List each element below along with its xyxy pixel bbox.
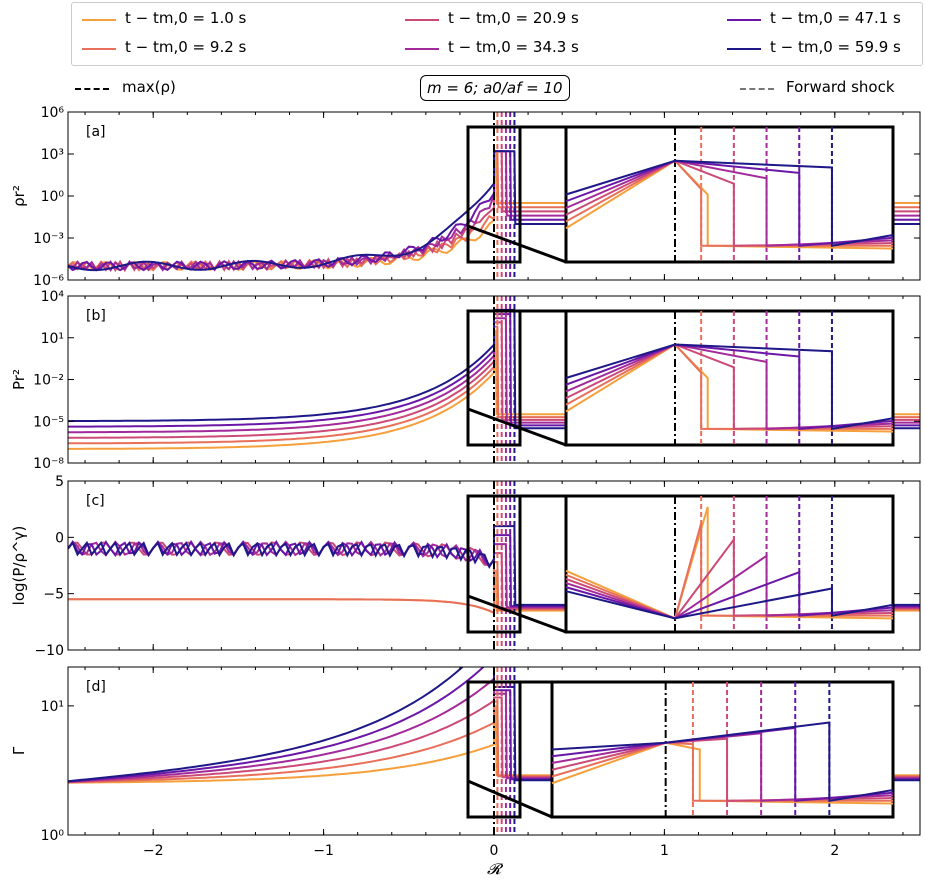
y-tick-label: 10⁶	[41, 105, 65, 121]
series-line-4	[68, 313, 920, 428]
y-axis-label: Γ	[10, 746, 28, 755]
y-tick-label: 10⁻⁶	[33, 273, 64, 289]
legend-line-s5	[727, 48, 761, 50]
parameter-box: m = 6; a0/af = 10	[420, 75, 570, 101]
series-line-4	[68, 667, 920, 783]
y-axis-label: ρr²	[10, 185, 28, 207]
y-tick-label: 10⁻⁵	[33, 414, 64, 430]
series-line-3	[68, 540, 920, 609]
y-tick-label: 10⁻²	[33, 373, 64, 389]
y-tick-label: 10³	[41, 147, 64, 163]
series-line-3	[68, 676, 920, 783]
inset-axes	[564, 494, 895, 634]
y-tick-label: 5	[55, 474, 64, 490]
series-line-1	[68, 700, 920, 784]
x-tick-label: 0	[490, 843, 499, 859]
series-line-1	[68, 561, 920, 615]
zoom-connector	[467, 779, 553, 819]
legend-line-s0	[82, 19, 116, 21]
series-line-5	[68, 525, 920, 606]
inset-series-line-5	[551, 721, 894, 802]
y-tick-label: 10⁴	[41, 289, 65, 305]
x-tick-label: 2	[830, 843, 839, 859]
y-tick-label: −5	[43, 587, 64, 603]
series-line-5	[68, 308, 920, 430]
panel-2: 5 0 −5 −10 [c] log(P/ρ^γ)	[10, 474, 921, 659]
series-line-4	[68, 150, 920, 272]
y-axis-label: log(P/ρ^γ)	[10, 526, 28, 606]
panel-tag: [c]	[86, 493, 105, 509]
y-tick-label: 10⁻³	[33, 231, 64, 247]
y-tick-label: −10	[34, 643, 64, 659]
legend-line-s2	[405, 19, 439, 21]
panel-lines-0	[68, 112, 920, 280]
panel-lines-1	[68, 296, 920, 463]
legend-label-s2: t − tm,0 = 20.9 s	[448, 9, 579, 27]
panel-0: 10⁶ 10³ 10⁰ 10⁻³ 10⁻⁶ [a] ρr²	[10, 105, 921, 289]
y-tick-label: 0	[55, 530, 64, 546]
series-line-3	[68, 317, 920, 434]
zoom-region-box	[466, 494, 522, 634]
series-line-0	[68, 329, 920, 450]
panel-lines-2	[68, 481, 920, 650]
panel-tag: [a]	[86, 124, 106, 140]
panel-tag: [d]	[86, 679, 106, 695]
panel-1: 10⁴ 10¹ 10⁻² 10⁻⁵ 10⁻⁸ [b] Pr²	[10, 289, 921, 472]
legend-label-s5: t − tm,0 = 59.9 s	[770, 38, 901, 56]
legend-line-s3	[405, 48, 439, 50]
zoom-region-box	[466, 125, 522, 264]
legend-label-s0: t − tm,0 = 1.0 s	[125, 9, 247, 27]
inset-series-line-4	[551, 726, 894, 802]
y-tick-label: 10¹	[41, 331, 64, 347]
max-rho-legend-line	[75, 88, 109, 90]
forward-shock-label: Forward shock	[786, 78, 895, 96]
zoom-region-box	[466, 680, 522, 819]
y-tick-label: 10⁰	[41, 189, 65, 205]
panel-3: 10¹ 10⁰ −2 −1 0 1 2 [d] Γ	[10, 666, 921, 859]
x-axis-label: 𝓡	[487, 860, 504, 878]
legend-line-s4	[727, 19, 761, 21]
y-tick-label: 10¹	[41, 699, 64, 715]
panel-lines-3	[68, 667, 920, 835]
max-rho-label: max(ρ)	[122, 78, 176, 96]
legend-label-s4: t − tm,0 = 47.1 s	[770, 9, 901, 27]
inset-series-line-4	[565, 343, 894, 431]
zoom-connector	[467, 594, 567, 634]
inset-series-line-5	[565, 343, 894, 431]
zoom-connector	[467, 224, 567, 264]
legend: t − tm,0 = 1.0 s t − tm,0 = 9.2 s t − tm…	[71, 2, 923, 66]
x-tick-label: −1	[313, 843, 334, 859]
legend-label-s1: t − tm,0 = 9.2 s	[125, 38, 247, 56]
inset-series-line-5	[565, 159, 894, 247]
inset-series-line-5	[565, 587, 894, 620]
zoom-connector	[467, 407, 567, 447]
inset-series-line-4	[565, 570, 894, 620]
series-line-1	[68, 325, 920, 445]
legend-line-s1	[82, 48, 116, 50]
series-line-5	[68, 150, 920, 272]
series-line-0	[68, 704, 920, 784]
y-tick-label: 10⁻⁸	[33, 456, 64, 472]
series-line-2	[68, 321, 920, 439]
forward-shock-legend-line	[740, 88, 774, 90]
y-axis-label: Pr²	[10, 369, 28, 390]
panel-tag: [b]	[86, 308, 106, 324]
legend-label-s3: t − tm,0 = 34.3 s	[448, 38, 579, 56]
y-tick-label: 10⁰	[41, 828, 65, 844]
inset-series-line-4	[565, 159, 894, 247]
zoom-region-box	[466, 309, 522, 447]
x-tick-label: 1	[660, 843, 669, 859]
series-line-5	[68, 667, 920, 783]
series-line-2	[68, 696, 920, 784]
x-tick-label: −2	[143, 843, 164, 859]
